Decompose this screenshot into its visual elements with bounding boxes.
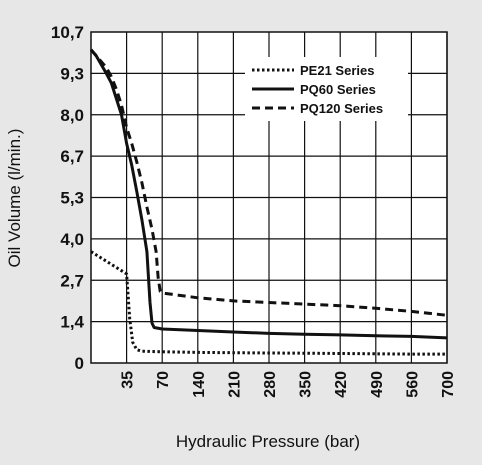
x-tick-label: 210: [226, 371, 243, 398]
y-tick-label: 0: [75, 354, 84, 373]
legend-label: PQ120 Series: [300, 101, 383, 116]
x-axis-label: Hydraulic Pressure (bar): [176, 432, 360, 451]
y-tick-label: 6,7: [60, 147, 84, 166]
legend-label: PE21 Series: [300, 63, 374, 78]
series-line-pq120-series: [89, 48, 448, 317]
x-tick-label: 350: [298, 371, 315, 398]
x-tick-label: 280: [262, 371, 279, 398]
x-tick-label: 70: [155, 371, 172, 389]
x-tick-label: 700: [440, 371, 457, 398]
y-axis-label: Oil Volume (l/min.): [5, 129, 24, 268]
x-tick-label: 490: [369, 371, 386, 398]
x-tick-label: 140: [191, 371, 208, 398]
legend-label: PQ60 Series: [300, 82, 376, 97]
series-line-pq60-series: [89, 48, 448, 340]
x-tick-label: 35: [120, 371, 137, 389]
legend: PE21 Series PQ60 Series PQ120 Series: [245, 57, 408, 121]
y-tick-label: 1,4: [60, 313, 84, 332]
y-tick-label: 4,0: [60, 230, 84, 249]
x-tick-labels: 35 70 140 210 280 350 420 490 560 700: [120, 371, 457, 398]
x-tick-label: 420: [333, 371, 350, 398]
y-tick-label: 9,3: [60, 64, 84, 83]
x-tick-label: 560: [404, 371, 421, 398]
series-layer: [89, 48, 448, 356]
y-tick-labels: 0 1,4 2,7 4,0 5,3 6,7 8,0 9,3 10,7: [51, 23, 85, 373]
y-tick-label: 8,0: [60, 106, 84, 125]
y-tick-label: 10,7: [51, 23, 84, 42]
y-tick-label: 2,7: [60, 271, 84, 290]
y-tick-label: 5,3: [60, 189, 84, 208]
plot-frame: [90, 31, 448, 364]
